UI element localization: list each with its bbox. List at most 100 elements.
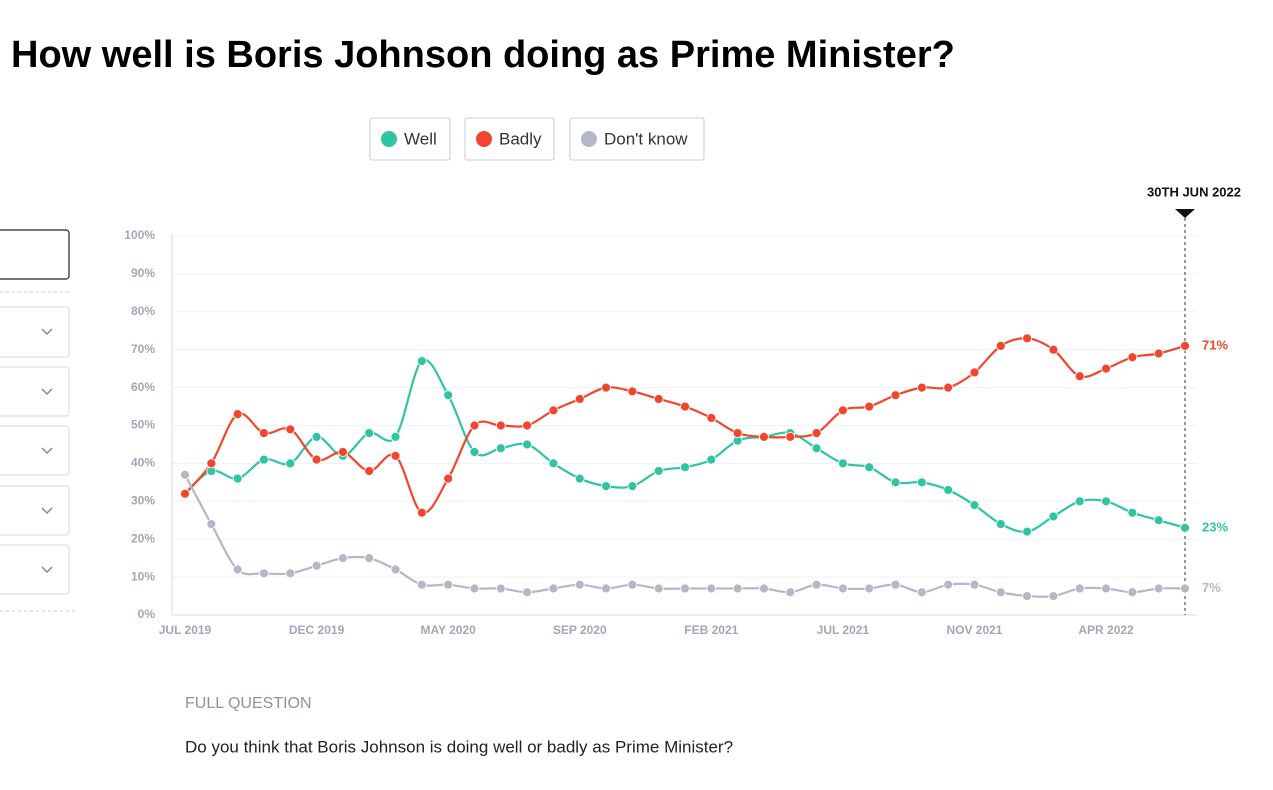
- data-point: [259, 428, 269, 438]
- data-point: [232, 409, 243, 420]
- data-point: [916, 382, 927, 393]
- data-point: [1101, 363, 1111, 374]
- data-point: [785, 431, 796, 442]
- legend-item[interactable]: Badly: [464, 117, 555, 161]
- data-point: [1127, 587, 1138, 598]
- data-point: [706, 413, 717, 423]
- data-point: [995, 341, 1006, 351]
- dropdown[interactable]: [0, 306, 70, 358]
- x-tick-label: APR 2022: [1078, 623, 1134, 637]
- data-point: [311, 560, 322, 571]
- data-point: [995, 587, 1006, 598]
- data-point: [890, 390, 901, 401]
- y-tick-label: 60%: [131, 380, 155, 394]
- data-point: [601, 382, 611, 393]
- end-label: 71%: [1202, 337, 1228, 352]
- dropdown[interactable]: [0, 544, 70, 595]
- legend-box: [369, 117, 451, 161]
- data-point: [601, 583, 611, 594]
- data-point: [206, 519, 217, 529]
- data-point: [680, 583, 690, 594]
- filter-input[interactable]: [0, 229, 70, 280]
- data-point: [1180, 341, 1190, 351]
- data-point: [285, 458, 296, 469]
- data-point: [1048, 591, 1059, 601]
- annotation: 30TH JUN 2022: [1147, 184, 1241, 199]
- series-line: [184, 358, 1186, 533]
- data-point: [811, 428, 822, 438]
- data-point: [627, 579, 638, 590]
- data-point: [364, 466, 375, 476]
- data-point: [232, 564, 243, 575]
- data-point: [653, 583, 664, 594]
- data-point: [653, 394, 664, 404]
- data-point: [811, 443, 822, 454]
- data-point: [890, 579, 901, 590]
- legend-item[interactable]: Well: [369, 117, 451, 161]
- data-point: [627, 386, 638, 397]
- data-point: [864, 583, 875, 594]
- data-point: [522, 420, 533, 431]
- data-point: [364, 428, 375, 438]
- data-point: [837, 583, 848, 594]
- data-point: [811, 579, 822, 590]
- data-point: [574, 579, 585, 590]
- x-tick-label: DEC 2019: [289, 623, 345, 637]
- data-point: [390, 450, 401, 461]
- question-label: FULL QUESTION: [185, 695, 312, 712]
- data-point: [337, 447, 348, 457]
- data-point: [548, 583, 559, 594]
- data-point: [706, 583, 717, 594]
- data-point: [285, 424, 296, 435]
- data-point: [943, 382, 954, 393]
- data-point: [206, 458, 217, 469]
- dropdown[interactable]: [0, 366, 70, 417]
- y-tick-label: 100%: [124, 228, 155, 242]
- data-point: [443, 473, 454, 484]
- data-point: [311, 454, 322, 465]
- dropdown[interactable]: [0, 485, 70, 536]
- data-point: [259, 568, 269, 579]
- date-marker-arrow: [1175, 209, 1195, 218]
- data-point: [1153, 515, 1164, 526]
- data-point: [180, 488, 190, 499]
- dropdown[interactable]: [0, 425, 70, 476]
- data-point: [969, 500, 980, 510]
- data-point: [864, 462, 875, 473]
- data-point: [285, 568, 296, 579]
- data-point: [864, 401, 875, 412]
- y-tick-label: 50%: [131, 418, 155, 432]
- data-point: [259, 454, 269, 465]
- y-tick-label: 40%: [131, 456, 155, 470]
- data-point: [1022, 526, 1033, 537]
- legend-item[interactable]: Don't know: [569, 117, 705, 161]
- legend-label: Badly: [499, 129, 542, 148]
- data-point: [732, 583, 743, 594]
- data-point: [311, 431, 322, 442]
- question-text: Do you think that Boris Johnson is doing…: [185, 737, 733, 756]
- series-line: [184, 474, 1186, 598]
- data-point: [416, 356, 427, 366]
- data-point: [1048, 511, 1059, 522]
- x-tick-label: JUL 2019: [159, 623, 212, 637]
- end-label: 23%: [1202, 519, 1228, 534]
- data-point: [469, 420, 480, 431]
- data-point: [469, 583, 480, 594]
- legend-label: Don't know: [604, 129, 688, 148]
- y-tick-label: 30%: [131, 493, 155, 507]
- end-label: 7%: [1202, 580, 1221, 595]
- data-point: [1153, 583, 1164, 594]
- data-point: [1127, 352, 1138, 363]
- data-point: [1101, 496, 1111, 507]
- filter-panel: [0, 229, 77, 612]
- legend-box: [464, 117, 555, 161]
- data-point: [180, 469, 190, 480]
- data-point: [601, 481, 611, 492]
- x-tick-label: MAY 2020: [420, 623, 476, 637]
- data-point: [390, 431, 401, 442]
- data-point: [548, 458, 559, 469]
- data-point: [680, 401, 690, 412]
- data-point: [969, 579, 980, 590]
